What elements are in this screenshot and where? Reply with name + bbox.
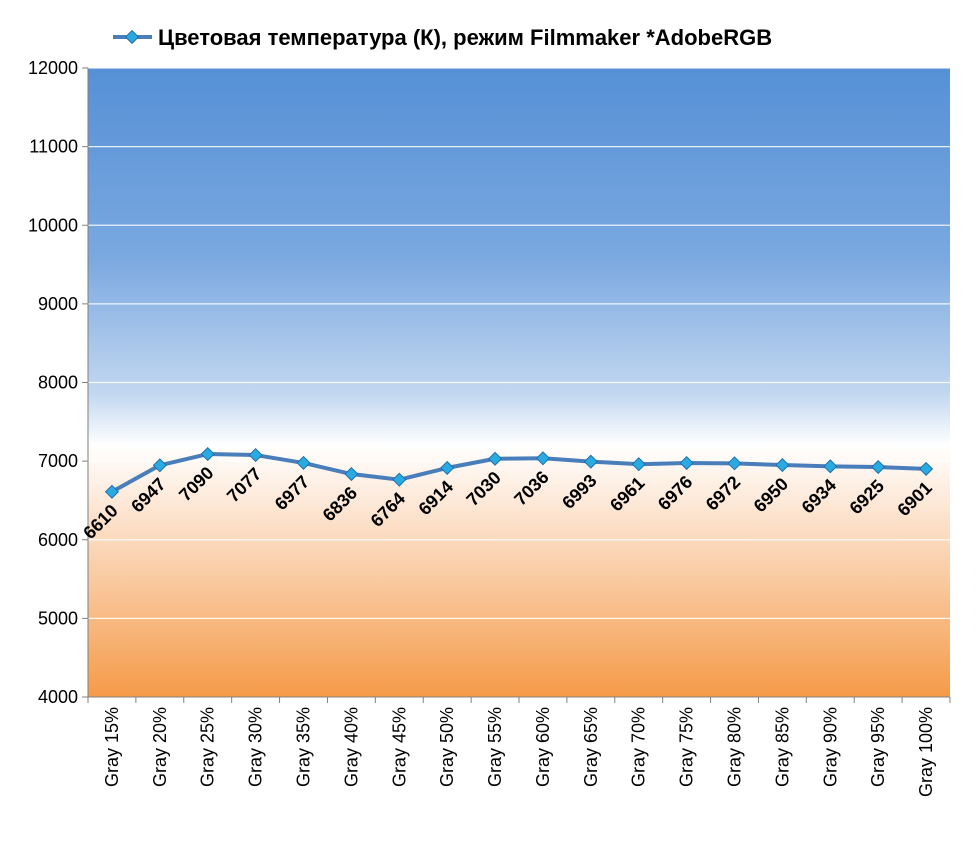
data-point-marker: [248, 447, 263, 463]
data-point-marker: [679, 455, 694, 471]
x-tick-label: Gray 80%: [725, 707, 745, 787]
data-point-marker: [535, 451, 551, 466]
legend-marker-swatch: [124, 29, 140, 45]
data-point-marker: [583, 454, 598, 469]
x-tick-label: Gray 15%: [102, 707, 122, 787]
data-point-marker: [152, 458, 167, 473]
x-tick-label: Gray 40%: [341, 707, 361, 787]
y-tick-label: 8000: [38, 373, 78, 393]
y-tick-label: 9000: [38, 294, 78, 314]
y-tick-label: 6000: [38, 530, 78, 550]
x-tick-label: Gray 85%: [772, 707, 792, 787]
data-point-marker: [392, 472, 407, 487]
data-point-marker: [631, 457, 646, 472]
data-point-marker: [440, 460, 455, 475]
data-point-marker: [344, 466, 359, 482]
x-tick-label: Gray 100%: [916, 707, 936, 797]
data-point-marker: [487, 451, 503, 466]
x-tick-label: Gray 35%: [294, 707, 314, 787]
legend: Цветовая температура (К), режим Filmmake…: [113, 25, 772, 50]
x-tick-label: Gray 30%: [246, 707, 266, 787]
data-point-marker: [871, 459, 886, 475]
data-point-marker: [727, 456, 742, 471]
x-tick-label: Gray 95%: [868, 707, 888, 787]
x-tick-label: Gray 50%: [437, 707, 457, 787]
data-point-marker: [823, 459, 838, 474]
x-axis-ticks: Gray 15% Gray 20% Gray 25% Gray 30% Gray 35%…: [87, 697, 951, 797]
series-line: [104, 446, 934, 499]
x-tick-label: Gray 60%: [533, 707, 553, 787]
series-polyline: [110, 452, 927, 494]
data-point-marker: [104, 484, 120, 499]
data-point-marker: [775, 457, 790, 473]
x-tick-label: Gray 65%: [581, 707, 601, 787]
gridlines: [88, 67, 950, 619]
y-tick-label: 5000: [38, 608, 78, 628]
x-tick-label: Gray 70%: [629, 707, 649, 787]
y-tick-label: 11000: [29, 137, 78, 157]
x-tick-label: Gray 45%: [389, 707, 409, 787]
data-point-marker: [296, 455, 311, 471]
legend-label: Цветовая температура (К), режим Filmmake…: [158, 25, 772, 50]
x-tick-label: Gray 90%: [820, 707, 840, 787]
y-tick-label: 4000: [38, 687, 78, 707]
x-tick-label: Gray 55%: [485, 707, 505, 787]
y-axis-ticks: 4000 5000 6000 7000 8000 9000 10000 11000 12000: [28, 58, 88, 707]
data-point-marker: [918, 461, 934, 476]
y-tick-label: 10000: [28, 215, 78, 235]
data-point-marker: [200, 446, 215, 462]
y-tick-label: 7000: [38, 451, 78, 471]
x-tick-label: Gray 20%: [150, 707, 170, 787]
x-tick-label: Gray 75%: [677, 707, 697, 787]
x-tick-label: Gray 25%: [198, 707, 218, 787]
y-tick-label: 12000: [28, 58, 78, 78]
